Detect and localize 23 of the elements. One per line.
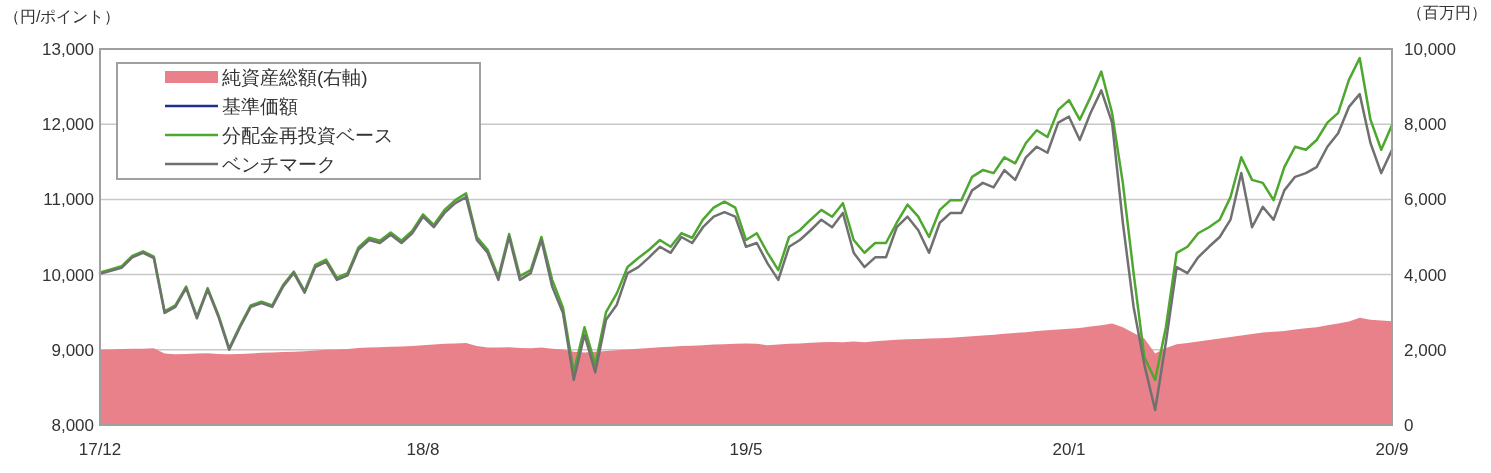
x-tick-label: 20/1 (1052, 440, 1086, 459)
y-tick-label: 12,000 (42, 115, 94, 135)
y-tick-label: 8,000 (51, 416, 94, 435)
y-tick-label: 13,000 (42, 40, 94, 59)
legend-label: 分配金再投資ベース (222, 125, 393, 146)
y2-tick-label: 10,000 (1404, 40, 1456, 59)
y2-axis-title: （百万円） (1407, 4, 1487, 21)
y2-tick-label: 0 (1404, 416, 1414, 435)
y2-tick-label: 8,000 (1404, 115, 1447, 135)
y2-tick-label: 4,000 (1404, 265, 1447, 285)
x-tick-label: 17/12 (78, 440, 122, 459)
y2-tick-label: 6,000 (1404, 190, 1447, 210)
y-tick-label: 9,000 (51, 340, 94, 360)
legend-label: 純資産総額(右軸) (222, 67, 368, 88)
legend-label: ベンチマーク (222, 154, 336, 175)
y-axis-title: （円/ポイント） (4, 8, 121, 25)
x-tick-label: 18/8 (406, 440, 440, 459)
x-tick-label: 19/5 (729, 440, 763, 459)
y-tick-label: 11,000 (43, 190, 94, 210)
x-tick-label: 20/9 (1375, 440, 1409, 459)
y-tick-label: 10,000 (42, 265, 94, 285)
legend-label: 基準価額 (222, 96, 298, 117)
y2-tick-label: 2,000 (1404, 340, 1447, 360)
